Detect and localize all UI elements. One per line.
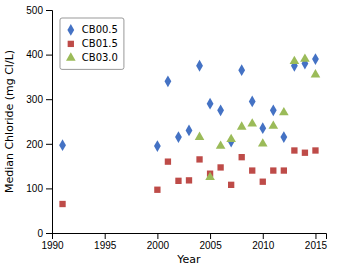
x-tick-mark	[210, 233, 211, 239]
point	[175, 178, 181, 184]
point	[207, 98, 214, 110]
point	[195, 132, 205, 140]
point	[217, 104, 224, 116]
x-tick-label: 2000	[147, 240, 170, 251]
legend-item: CB03.0	[66, 52, 118, 63]
legend: CB00.5 CB01.5 CB03.0	[60, 18, 124, 69]
legend-label: CB01.5	[82, 38, 118, 49]
point	[59, 139, 66, 151]
point	[279, 107, 289, 115]
x-tick-mark	[263, 233, 264, 239]
y-tick: 500	[26, 5, 52, 16]
point	[226, 134, 236, 142]
y-tick-label: 500	[26, 5, 43, 16]
point	[186, 125, 193, 137]
x-tick-label: 2010	[252, 240, 275, 251]
point	[247, 118, 257, 126]
legend-label: CB00.5	[82, 24, 118, 35]
x-tick-mark	[157, 233, 158, 239]
point	[196, 156, 202, 162]
point	[154, 140, 161, 152]
point	[154, 187, 160, 193]
point	[165, 75, 172, 87]
x-tick: 2000	[147, 233, 170, 251]
point	[59, 201, 65, 207]
x-tick-mark	[105, 233, 106, 239]
point	[290, 56, 300, 64]
point	[165, 158, 171, 164]
plot: 1990 1995 2000 2005 2010 2015 0 100 200 300 400 500…	[26, 5, 327, 251]
point	[238, 64, 245, 76]
y-tick-label: 300	[26, 94, 43, 105]
point	[302, 150, 308, 156]
point	[258, 138, 268, 146]
points	[59, 53, 320, 207]
point	[312, 53, 319, 65]
y-tick: 100	[26, 183, 52, 194]
point	[205, 172, 215, 180]
x-tick: 2015	[305, 233, 328, 251]
x-tick-label: 1990	[41, 240, 64, 251]
legend-symbol	[67, 24, 74, 36]
point	[281, 167, 287, 173]
point	[196, 60, 203, 72]
x-axis-title: Year	[176, 253, 201, 266]
y-tick-mark	[46, 10, 52, 11]
point	[291, 147, 297, 153]
x-axis: 1990 1995 2000 2005 2010 2015	[41, 233, 327, 251]
series	[195, 54, 321, 181]
y-tick-label: 100	[26, 183, 43, 194]
y-tick: 200	[26, 139, 52, 150]
y-tick-mark	[46, 188, 52, 189]
legend-symbol	[68, 41, 74, 47]
x-tick-label: 2015	[305, 240, 328, 251]
x-tick: 1990	[41, 233, 64, 251]
y-tick: 400	[26, 49, 52, 60]
point	[260, 179, 266, 185]
point	[300, 54, 310, 62]
legend-frame	[60, 18, 124, 69]
x-tick-mark	[315, 233, 316, 239]
x-axis-line	[53, 234, 327, 240]
chart: 1990 1995 2000 2005 2010 2015 0 100 200 300 400 500…	[0, 0, 340, 269]
y-axis-line	[46, 11, 53, 234]
point	[239, 154, 245, 160]
y-tick-label: 0	[37, 228, 43, 239]
legend-item: CB01.5	[68, 38, 118, 49]
point	[228, 182, 234, 188]
point	[186, 177, 192, 183]
point	[270, 167, 276, 173]
y-tick-mark	[46, 99, 52, 100]
x-tick-label: 2005	[199, 240, 222, 251]
x-tick: 2005	[199, 233, 222, 251]
y-tick-label: 400	[26, 49, 43, 60]
y-axis: 0 100 200 300 400 500	[26, 5, 52, 239]
point	[175, 131, 182, 143]
y-tick-mark	[46, 233, 52, 234]
y-tick: 0	[37, 228, 52, 239]
x-tick: 1995	[94, 233, 117, 251]
point	[249, 96, 256, 108]
series	[59, 147, 318, 207]
legend-item: CB00.5	[67, 24, 118, 36]
point	[216, 140, 226, 148]
legend-label: CB03.0	[82, 52, 118, 63]
y-tick-label: 200	[26, 139, 43, 150]
legend-symbol	[66, 52, 76, 60]
x-tick: 2010	[252, 233, 275, 251]
point	[270, 104, 277, 116]
point	[217, 164, 223, 170]
point	[312, 147, 318, 153]
y-tick-mark	[46, 55, 52, 56]
point	[269, 120, 279, 128]
point	[249, 167, 255, 173]
x-tick-label: 1995	[94, 240, 117, 251]
y-tick: 300	[26, 94, 52, 105]
point	[237, 121, 247, 129]
y-axis-title: Median Chloride (mg Cl/L)	[3, 50, 16, 193]
point	[259, 122, 266, 134]
y-tick-mark	[46, 144, 52, 145]
point	[311, 69, 321, 77]
point	[280, 131, 287, 143]
